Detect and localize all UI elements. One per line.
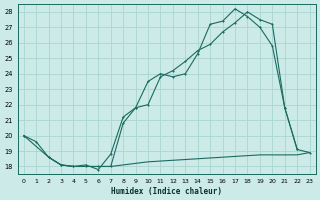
- X-axis label: Humidex (Indice chaleur): Humidex (Indice chaleur): [111, 187, 222, 196]
